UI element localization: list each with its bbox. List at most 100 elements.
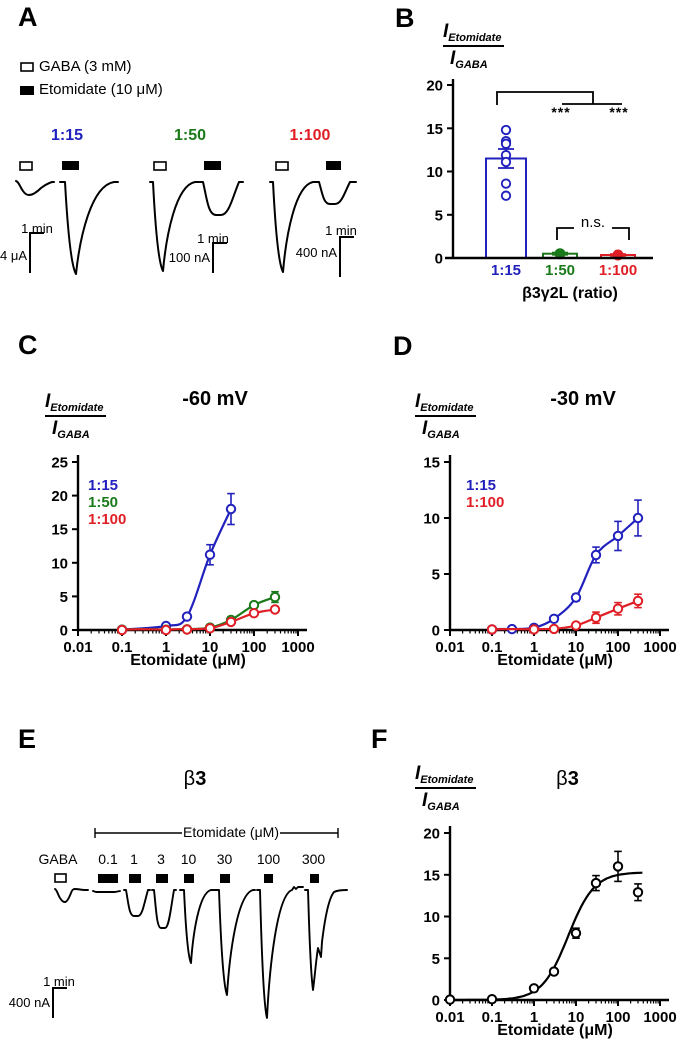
concentration-label-100: 100 [256, 851, 281, 867]
y-tick-label: 20 [51, 488, 68, 505]
beta-glyph: β [556, 768, 568, 790]
scatter-point [500, 138, 512, 149]
panel-b-y-axis-fraction: IEtomidate IGABA [443, 22, 505, 71]
data-point [612, 861, 624, 872]
etomidate-marker-square-30 [220, 874, 230, 883]
trace-e-100 [256, 886, 304, 1019]
axes [448, 826, 669, 1002]
trace-e-300 [304, 889, 348, 991]
subunit-number: 3 [567, 768, 579, 790]
etomidate-marker-square-3 [156, 874, 168, 883]
panel-c-title: -60 mV [182, 388, 248, 410]
legend-entry-1-15: 1:15 [466, 477, 497, 494]
data-point [570, 620, 582, 631]
y-tick-label: 0 [435, 251, 443, 268]
x-tick-label: 1 [530, 639, 538, 656]
concentration-label-30: 30 [216, 851, 233, 867]
data-point [570, 928, 582, 939]
fraction-numerator: IEtomidate [45, 392, 107, 418]
data-point [570, 592, 582, 603]
subunit-number: 3 [195, 768, 207, 790]
scalebar-time-3: 1 min [325, 223, 357, 238]
legend-entry-1-100: 1:100 [466, 494, 505, 511]
x-tick-label: 10 [568, 639, 585, 656]
panel-d-x-axis-title: Etomidate (μM) [497, 652, 613, 669]
concentration-label-3: 3 [157, 851, 165, 867]
legend-entry-1-100: 1:100 [88, 511, 127, 528]
data-point [181, 611, 193, 622]
fraction-numerator: IEtomidate [443, 22, 505, 48]
panel-d-legend: 1:15 1:100 [466, 477, 504, 511]
data-point [486, 624, 498, 635]
trace-e-3 [151, 889, 177, 929]
gaba-column-label: GABA [38, 851, 78, 867]
y-tick-label: 5 [60, 589, 68, 606]
trace-e-gaba [54, 888, 89, 903]
panel-a-letter: A [18, 2, 38, 32]
ns-bracket [556, 227, 630, 240]
ns-label: n.s. [580, 214, 606, 231]
trace-1-100-etomidate [315, 181, 357, 205]
scalebar-1 [29, 232, 44, 273]
panel-f-letter: F [371, 724, 388, 754]
data-point [548, 966, 560, 977]
concentration-label-0.1: 0.1 [98, 851, 118, 867]
y-tick-label: 15 [51, 522, 68, 539]
ratio-title-1-100: 1:100 [289, 127, 331, 144]
y-tick-label: 20 [423, 826, 440, 843]
data-point [528, 624, 540, 635]
data-point [486, 994, 498, 1005]
beta-glyph: β [183, 768, 196, 790]
scatter-point [500, 190, 512, 201]
panel-c-x-axis-title: Etomidate (μM) [130, 652, 246, 669]
etomidate-marker-square-1 [62, 161, 79, 170]
data-point [225, 503, 237, 515]
y-tick-label: 15 [423, 455, 440, 472]
y-tick-label: 5 [432, 567, 440, 584]
ratio-title-1-50: 1:50 [173, 127, 207, 144]
scalebar-time-2: 1 min [197, 231, 229, 246]
panel-f-y-axis-fraction: IEtomidate IGABA [415, 764, 477, 813]
y-tick-label: 10 [423, 511, 440, 528]
x-tick-label: 0.1 [112, 639, 133, 656]
gaba-marker-square-e [54, 873, 67, 883]
panel-b-plot: 0 5 10 15 20 [426, 78, 653, 268]
data-point [632, 887, 644, 898]
x-tick-label: 0.01 [63, 639, 92, 656]
scalebar-amp-1: 4 μA [0, 248, 28, 263]
panel-d-title: -30 mV [550, 388, 616, 410]
bar-1:15 [485, 157, 527, 259]
panel-b-letter: B [395, 3, 415, 33]
data-point [160, 624, 172, 636]
data-point [204, 549, 216, 560]
x-tick-label: 100 [241, 639, 266, 656]
concentration-label-300: 300 [301, 851, 326, 867]
scalebar-2 [212, 242, 227, 273]
axes [445, 79, 653, 260]
b-tick-1-15: 1:15 [490, 262, 522, 279]
data-point [548, 613, 560, 624]
x-tick-label: 0.1 [482, 639, 503, 656]
panel-d-y-axis-fraction: IEtomidate IGABA [415, 392, 477, 441]
legend-open-square [20, 62, 34, 72]
fraction-numerator: IEtomidate [415, 392, 477, 418]
data-point [590, 549, 602, 561]
data-point [632, 512, 644, 524]
etomidate-marker-square-100 [264, 874, 273, 883]
x-tick-label: 10 [202, 639, 219, 656]
data-point [444, 994, 456, 1005]
etomidate-marker-square-3 [326, 161, 341, 170]
gaba-marker-square-2 [153, 161, 167, 171]
data-point [548, 623, 560, 635]
y-tick-label: 0 [60, 623, 68, 640]
panel-c-legend: 1:15 1:50 1:100 [88, 477, 126, 528]
y-tick-label: 10 [426, 164, 443, 181]
scalebar-time-1: 1 min [21, 221, 53, 236]
panel-f-x-axis-title: Etomidate (μM) [497, 1022, 613, 1039]
scalebar-amp-2: 100 nA [168, 250, 210, 265]
legend-filled-square [20, 86, 34, 95]
etomidate-marker-square-300 [310, 874, 319, 883]
data-point [269, 604, 281, 615]
data-point [225, 616, 237, 628]
